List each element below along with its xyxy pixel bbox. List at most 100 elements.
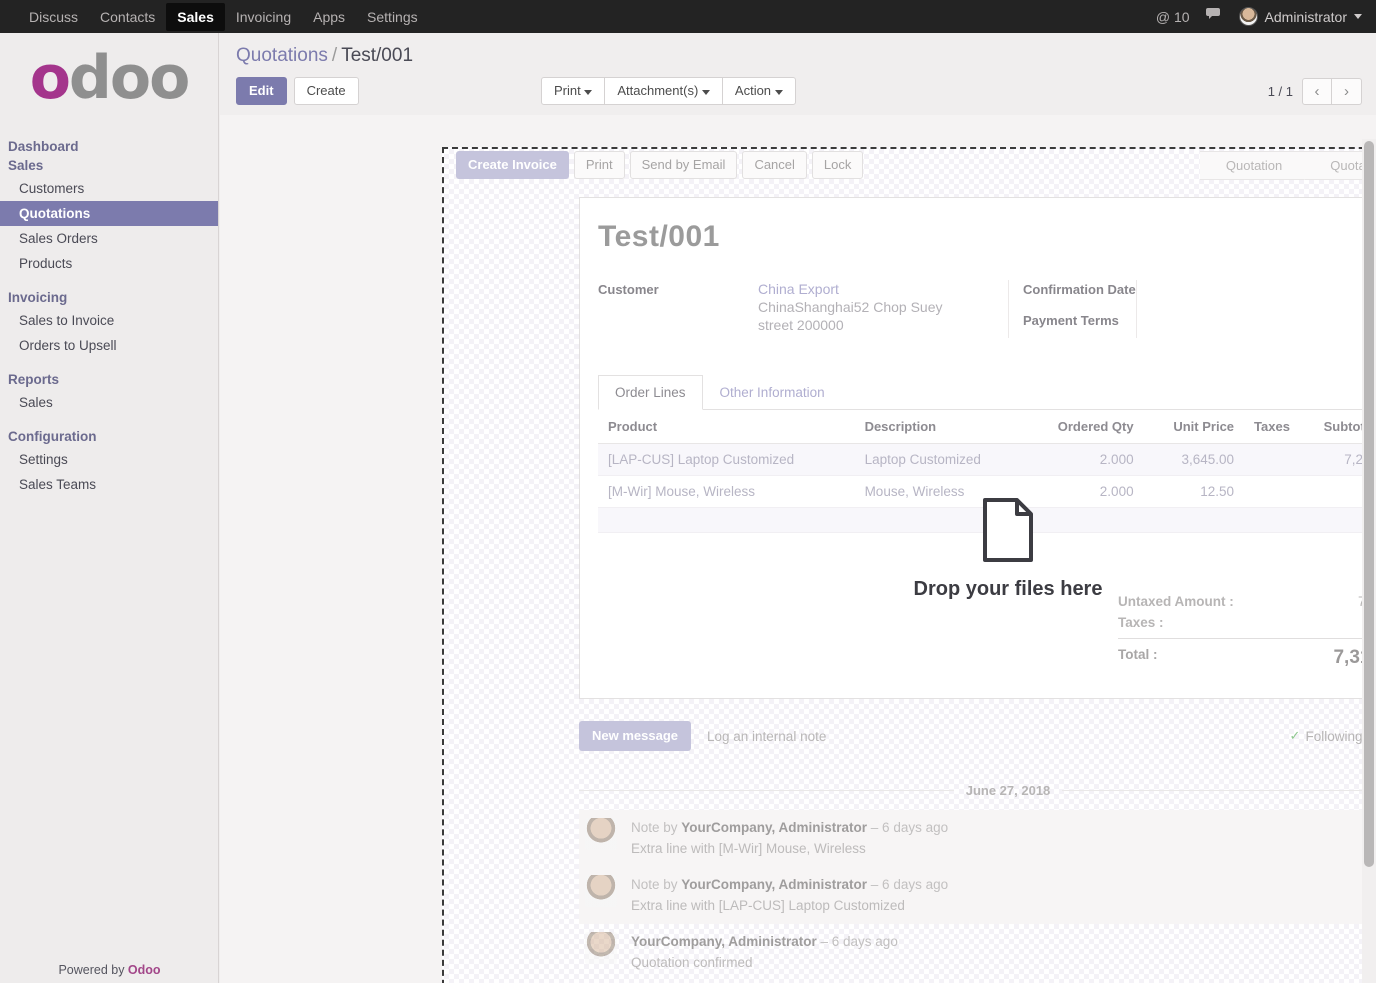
pager-previous-button[interactable]: ‹	[1302, 77, 1332, 105]
sidebar-item-products[interactable]: Products	[19, 256, 73, 271]
column-taxes: Taxes	[1244, 410, 1314, 444]
top-navbar: Discuss Contacts Sales Invoicing Apps Se…	[0, 0, 1376, 33]
edit-button[interactable]: Edit	[236, 77, 287, 105]
sidebar-item-customers[interactable]: Customers	[19, 181, 85, 196]
avatar	[585, 875, 617, 907]
message-header: Note by YourCompany, Administrator – 6 d…	[631, 818, 1376, 837]
message-item: Note by YourCompany, Administrator – 6 d…	[579, 867, 1376, 924]
total-label: Total :	[1118, 647, 1158, 662]
date-separator-label: June 27, 2018	[965, 783, 1051, 798]
message-author: YourCompany, Administrator	[681, 820, 868, 835]
mentions-counter[interactable]: @ 10	[1155, 8, 1190, 25]
message-prefix: Note by	[631, 877, 682, 892]
powered-by-footer: Powered by Odoo	[0, 963, 219, 977]
sidebar-item-sales-report[interactable]: Sales	[19, 395, 53, 410]
pager-next-button[interactable]: ›	[1332, 77, 1362, 105]
table-row[interactable]: [LAP-CUS] Laptop Customized Laptop Custo…	[598, 443, 1376, 476]
navbar-menu: Discuss Contacts Sales Invoicing Apps Se…	[0, 2, 429, 31]
payment-terms-label: Payment Terms	[1023, 313, 1119, 328]
status-bar: Create Invoice Print Send by Email Cance…	[444, 149, 1376, 181]
breadcrumb-separator: /	[331, 45, 338, 66]
cell-unit-price: 3,645.00	[1143, 443, 1245, 476]
attachments-dropdown[interactable]: Attachment(s)	[604, 77, 723, 105]
status-pills: Quotation Quotation Sent Sales Order	[1199, 150, 1376, 180]
confirmation-date-label: Confirmation Date	[1023, 282, 1136, 297]
customer-value[interactable]: China Export ChinaShanghai52 Chop Suey s…	[758, 280, 942, 338]
avatar	[1238, 7, 1258, 26]
sidebar-item-settings[interactable]: Settings	[19, 452, 68, 467]
page-title: Test/001	[598, 220, 720, 253]
odoo-logo[interactable]: odoo	[0, 33, 218, 123]
sidebar-item-sales-teams[interactable]: Sales Teams	[19, 477, 97, 492]
sidebar-item-sales-orders[interactable]: Sales Orders	[19, 231, 98, 246]
cell-description: Laptop Customized	[854, 443, 1025, 476]
log-internal-note-button[interactable]: Log an internal note	[707, 728, 827, 744]
total-row: Total : 7,315.00€	[1118, 638, 1376, 672]
cell-unit-price: 12.50	[1143, 475, 1245, 508]
nav-item-invoicing[interactable]: Invoicing	[235, 8, 292, 25]
avatar	[585, 932, 617, 964]
sidebar-header-configuration[interactable]: Configuration	[8, 429, 97, 444]
table-row[interactable]: [M-Wir] Mouse, Wireless Mouse, Wireless …	[598, 475, 1376, 508]
cell-taxes	[1244, 443, 1314, 476]
chevron-down-icon	[1354, 14, 1362, 19]
nav-item-discuss[interactable]: Discuss	[29, 8, 79, 25]
create-button[interactable]: Create	[293, 77, 359, 105]
message-item: YourCompany, Administrator – 6 days ago …	[579, 924, 1376, 983]
untaxed-amount-row: Untaxed Amount : 7,315.00€	[1118, 591, 1376, 612]
chatter-toolbar: New message Log an internal note ✓ Follo…	[579, 721, 1376, 751]
message-body: Extra line with [M-Wir] Mouse, Wireless	[631, 841, 866, 856]
user-menu[interactable]: Administrator	[1238, 7, 1362, 26]
sidebar-header-reports[interactable]: Reports	[8, 372, 60, 387]
message-author: YourCompany, Administrator	[631, 934, 817, 949]
message-time: – 6 days ago	[816, 934, 898, 949]
sidebar-item-orders-to-upsell[interactable]: Orders to Upsell	[19, 338, 117, 353]
nav-item-apps[interactable]: Apps	[313, 8, 346, 25]
logo-letters-doo: doo	[68, 43, 190, 113]
customer-address-line-2: street 200000	[758, 317, 844, 333]
message-author: YourCompany, Administrator	[681, 877, 868, 892]
notebook-tabs: Order Lines Other Information	[598, 374, 1376, 410]
sidebar-header-invoicing[interactable]: Invoicing	[8, 290, 68, 305]
powered-by-brand[interactable]: Odoo	[127, 963, 161, 977]
cell-product: [M-Wir] Mouse, Wireless	[598, 475, 855, 508]
sidebar-item-quotations[interactable]: Quotations	[0, 201, 218, 226]
sidebar-header-dashboard[interactable]: Dashboard	[8, 139, 79, 154]
message-item: Note by YourCompany, Administrator – 6 d…	[579, 810, 1376, 867]
customer-name[interactable]: China Export	[758, 281, 839, 297]
lock-button[interactable]: Lock	[811, 151, 864, 179]
nav-item-sales[interactable]: Sales	[166, 2, 225, 31]
status-pill-quotation[interactable]: Quotation	[1199, 150, 1315, 180]
vertical-scrollbar[interactable]	[1362, 139, 1376, 983]
customer-field-group: Customer China Export ChinaShanghai52 Ch…	[598, 280, 1008, 338]
chat-bubble-icon[interactable]	[1205, 7, 1223, 26]
create-invoice-button[interactable]: Create Invoice	[456, 151, 569, 179]
print-dropdown[interactable]: Print	[541, 77, 606, 105]
action-dropdown[interactable]: Action	[721, 77, 796, 105]
tab-other-information[interactable]: Other Information	[719, 385, 825, 400]
message-header: YourCompany, Administrator – 6 days ago	[631, 932, 1376, 951]
file-dropzone[interactable]: Create Invoice Print Send by Email Cance…	[442, 147, 1376, 983]
nav-item-contacts[interactable]: Contacts	[100, 8, 156, 25]
print-button[interactable]: Print	[573, 151, 625, 179]
table-row-empty[interactable]	[598, 507, 1376, 533]
message-body: Extra line with [LAP-CUS] Laptop Customi…	[631, 898, 905, 913]
sidebar: odoo Dashboard Sales Customers Quotation…	[0, 33, 219, 983]
nav-item-settings[interactable]: Settings	[367, 8, 418, 25]
sidebar-header-sales[interactable]: Sales	[8, 158, 44, 173]
column-ordered-qty: Ordered Qty	[1024, 410, 1144, 444]
untaxed-amount-label: Untaxed Amount :	[1118, 594, 1234, 609]
form-fields: Customer China Export ChinaShanghai52 Ch…	[598, 280, 1376, 338]
tab-order-lines[interactable]: Order Lines	[598, 375, 703, 410]
send-by-email-button[interactable]: Send by Email	[629, 151, 738, 179]
control-panel: Quotations / Test/001 Edit Create Print At…	[220, 33, 1376, 115]
following-label: Following	[1305, 728, 1363, 744]
totals-section: Untaxed Amount : 7,315.00€ Taxes : 0.00€…	[598, 591, 1376, 672]
scrollbar-thumb[interactable]	[1364, 141, 1374, 867]
breadcrumb-root[interactable]: Quotations	[236, 45, 328, 66]
cancel-button[interactable]: Cancel	[742, 151, 807, 179]
sidebar-item-sales-to-invoice[interactable]: Sales to Invoice	[19, 313, 115, 328]
new-message-button[interactable]: New message	[579, 721, 691, 751]
form-sheet: Test/001 Customer China Export ChinaShan…	[579, 197, 1376, 699]
